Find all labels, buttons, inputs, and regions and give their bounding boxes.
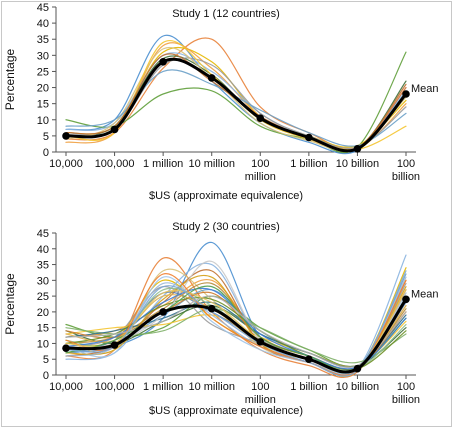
x-tick-label: 100,000 (95, 158, 135, 170)
y-tick-label: 0 (43, 147, 49, 159)
y-tick-label: 20 (37, 307, 49, 319)
series-line (65, 39, 407, 151)
x-tick-label: 1 billion (290, 381, 327, 393)
y-tick-label: 30 (37, 50, 49, 62)
mean-data-point (110, 341, 119, 349)
series-line (65, 260, 407, 374)
mean-data-point (159, 308, 167, 316)
x-tick-label: 100 billion (392, 381, 420, 406)
x-tick-label: 100,000 (95, 381, 135, 393)
series-line (65, 37, 407, 150)
x-tick-label: 10,000 (49, 381, 83, 393)
mean-label: Mean (411, 288, 439, 300)
mean-data-point (305, 133, 313, 142)
mean-data-point (207, 304, 216, 313)
y-tick-label: 40 (37, 18, 49, 30)
mean-series-line (64, 57, 408, 153)
x-tick-label: 10 billion (336, 381, 379, 393)
mean-label: Mean (411, 83, 439, 95)
mean-data-point (256, 338, 265, 346)
x-tick-label: 100 million (245, 381, 276, 406)
y-tick-label: 5 (43, 131, 49, 143)
y-tick-label: 30 (37, 275, 49, 287)
x-tick-label: 10 billion (336, 158, 379, 170)
series-line (65, 53, 407, 152)
mean-data-point (62, 344, 70, 352)
x-tick-label: 10 million (188, 158, 234, 170)
x-tick-label: 10 million (188, 381, 234, 393)
mean-data-point (353, 364, 362, 373)
y-tick-label: 10 (37, 115, 49, 127)
chart-title: Study 1 (12 countries) (172, 8, 280, 20)
chart-panel-2: 0 5 10 15 20 25 30 35 40 45 10,000 100,000 1 million… (3, 221, 439, 417)
mean-data-point (110, 125, 119, 134)
y-tick-label: 25 (37, 66, 49, 78)
mean-data-point (159, 57, 167, 66)
y-tick-label: 45 (37, 228, 49, 240)
x-axis-label: $US (approximate equivalence) (149, 405, 303, 417)
y-tick-label: 35 (37, 34, 49, 46)
y-tick-label: 15 (37, 323, 49, 335)
y-tick-label: 20 (37, 83, 49, 95)
y-tick-label: 35 (37, 260, 49, 272)
mean-data-point (402, 90, 410, 98)
x-axis-label: $US (approximate equivalence) (149, 190, 303, 202)
mean-data-point (207, 74, 216, 82)
mean-data-point (256, 114, 265, 122)
y-tick-label: 40 (37, 244, 49, 256)
mean-data-point (402, 295, 410, 304)
x-tick-label: 10,000 (49, 158, 83, 170)
y-tick-label: 15 (37, 99, 49, 111)
series-line (65, 51, 407, 154)
y-tick-label: 45 (37, 2, 49, 14)
x-tick-label: 100 million (245, 158, 276, 183)
y-tick-label: 5 (43, 354, 49, 366)
mean-data-point (353, 144, 362, 153)
x-tick-label: 100 billion (392, 158, 420, 183)
mean-data-point (62, 132, 70, 140)
y-tick-label: 0 (43, 370, 49, 382)
x-tick-label: 1 million (143, 381, 183, 393)
y-axis-label: Percentage (3, 48, 17, 110)
chart-title: Study 2 (30 countries) (172, 221, 280, 233)
y-tick-label: 25 (37, 291, 49, 303)
y-axis-label: Percentage (3, 273, 17, 335)
mean-data-point (305, 355, 313, 364)
chart-panel-1: 0 5 10 15 20 25 30 35 40 45 10,000 100,000 1 million… (3, 2, 439, 202)
x-tick-label: 1 billion (290, 158, 327, 170)
y-tick-label: 10 (37, 338, 49, 350)
x-tick-label: 1 million (143, 158, 183, 170)
series-line (65, 34, 407, 155)
